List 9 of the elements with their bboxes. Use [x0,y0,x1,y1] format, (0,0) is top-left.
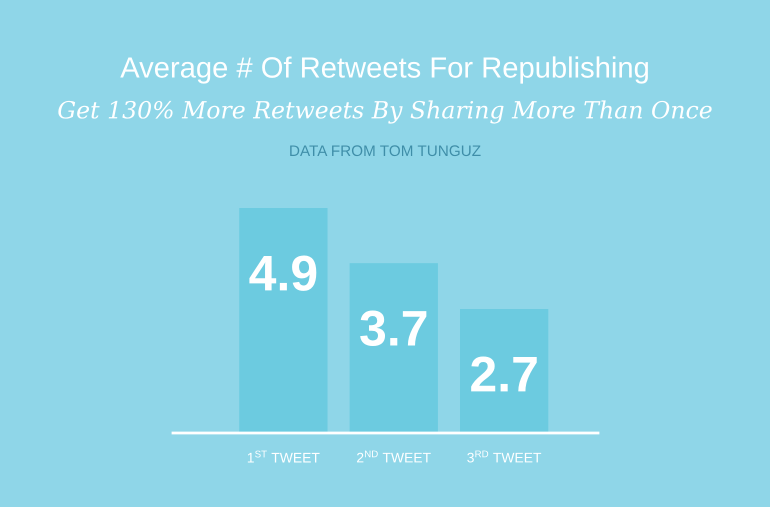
data-label: 2.7 [471,356,537,392]
data-label: 3.7 [360,310,426,346]
text: DATA FROM TOM TUNGUZ [290,145,481,156]
data-label: 4.9 [249,255,316,291]
chart-subtitle: Get 130% More Retweets By Sharing More Than Once [58,100,712,124]
x-tick-label: 1$^{ST}$ TWEET [248,450,320,462]
chart-title: Average # Of Retweets For Republishing [120,56,648,84]
x-tick-label: 2$^{ND}$ TWEET [357,450,431,462]
x-tick-label: 3$^{RD}$ TWEET [467,450,542,463]
